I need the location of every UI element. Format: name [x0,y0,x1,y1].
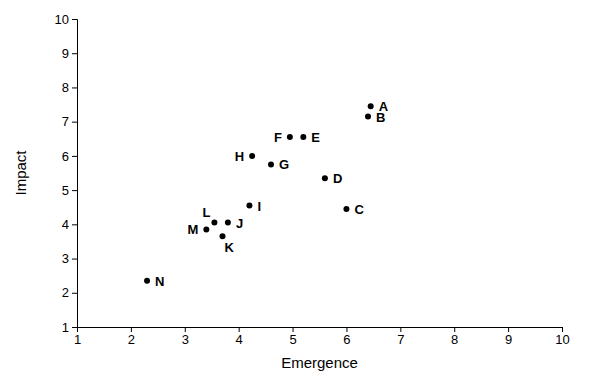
point [225,220,231,226]
tick-label: 9 [505,332,512,347]
tick-mark [72,224,77,225]
point-label: H [235,149,244,164]
tick: 5 [289,327,296,347]
plot: 1234567891012345678910ABCDEFGHIJKLMN [55,12,570,348]
tick-label: 1 [74,332,81,347]
tick: 6 [62,149,77,164]
point-label: N [155,274,164,289]
tick-label: 2 [62,285,69,300]
point-label: E [311,130,320,145]
tick: 5 [62,183,77,198]
tick-label: 8 [62,80,69,95]
tick-label: 4 [236,332,243,347]
point [211,220,217,226]
point [249,153,255,159]
tick: 1 [74,327,81,347]
point-label: K [225,240,235,255]
tick-label: 10 [55,12,69,27]
tick: 8 [451,327,458,347]
tick-mark [72,53,77,54]
x-axis-title: Emergence [281,354,358,371]
axis-line [78,328,563,333]
x-axis: 1 2 3 4 5 6 7 8 9 10 [74,327,570,347]
tick: 8 [62,80,77,95]
tick-mark [72,190,77,191]
tick: 2 [128,327,135,347]
y-axis: 1 2 3 4 5 6 7 8 9 10 [55,12,78,335]
point-label: L [202,205,210,220]
point [343,206,349,212]
point-labels: ABCDEFGHIJKLMN [155,99,389,289]
tick: 2 [62,285,77,300]
point-label: F [274,130,282,145]
point [365,114,371,120]
tick-label: 10 [555,332,569,347]
y-axis-title: Impact [12,150,29,196]
tick: 4 [236,327,243,347]
tick-mark [72,87,77,88]
tick-mark [72,156,77,157]
point [220,233,226,239]
point [203,226,209,232]
tick-mark [72,293,77,294]
point-label: M [187,222,198,237]
tick: 4 [62,217,77,232]
tick-label: 5 [62,183,69,198]
point [246,203,252,209]
tick-mark [72,122,77,123]
point-label: B [376,110,385,125]
tick: 7 [62,114,77,129]
tick-label: 9 [62,46,69,61]
point [300,134,306,140]
tick: 9 [62,46,77,61]
point-label: G [279,157,289,172]
point [322,175,328,181]
tick-label: 6 [343,332,350,347]
tick-label: 4 [62,217,69,232]
points [144,103,374,284]
tick: 7 [397,327,404,347]
point-label: C [354,202,364,217]
tick-label: 6 [62,149,69,164]
chart: 1234567891012345678910ABCDEFGHIJKLMNEmer… [0,0,600,382]
point [144,278,150,284]
tick-label: 2 [128,332,135,347]
tick-label: 7 [397,332,404,347]
tick: 6 [343,327,350,347]
point [268,161,274,167]
tick: 3 [62,251,77,266]
tick-mark [72,19,77,20]
tick: 3 [182,327,189,347]
tick-label: 5 [289,332,296,347]
tick-label: 1 [62,320,69,335]
axis-line [72,20,78,328]
point-label: D [333,171,342,186]
tick-mark [72,259,77,260]
point [287,134,293,140]
tick-label: 7 [62,114,69,129]
tick-label: 8 [451,332,458,347]
tick: 1 [62,320,77,335]
tick: 10 [555,327,569,347]
point-label: I [257,199,261,214]
point [368,103,374,109]
tick-label: 3 [62,251,69,266]
point-label: J [236,216,243,231]
tick-label: 3 [182,332,189,347]
tick: 10 [55,12,77,27]
tick-mark [72,327,77,328]
tick: 9 [505,327,512,347]
